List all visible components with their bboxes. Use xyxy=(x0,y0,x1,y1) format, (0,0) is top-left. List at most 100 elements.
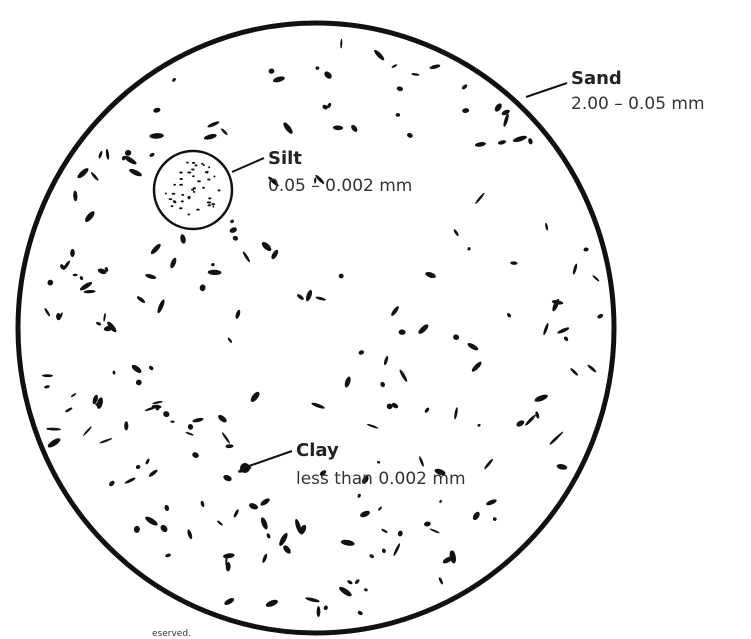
sand-speck xyxy=(557,327,570,334)
silt-dot xyxy=(191,168,195,171)
sand-speck xyxy=(361,475,369,484)
sand-speck xyxy=(77,168,89,179)
sand-speck xyxy=(108,480,115,487)
sand-speck xyxy=(47,438,61,448)
sand-speck xyxy=(199,284,206,292)
silt-dot xyxy=(202,164,205,166)
sand-speck xyxy=(429,64,441,70)
sand-speck xyxy=(131,364,142,373)
sand-speck xyxy=(233,509,239,518)
sand-speck xyxy=(124,155,137,165)
sand-speck xyxy=(424,407,430,413)
sand-speck xyxy=(315,174,325,184)
sand-speck xyxy=(44,385,50,389)
silt-dot xyxy=(170,205,174,208)
sand-speck xyxy=(261,241,272,252)
silt-dot xyxy=(181,193,185,196)
sand-speck xyxy=(221,128,228,135)
sand-speck xyxy=(157,299,165,314)
sand-speck xyxy=(311,402,325,409)
sand-speck xyxy=(268,176,279,187)
sand-speck xyxy=(133,525,140,533)
sand-speck xyxy=(419,456,424,467)
silt-dot xyxy=(164,192,167,195)
sand-speck xyxy=(230,219,235,224)
sand-speck xyxy=(103,312,106,322)
sand-speck xyxy=(472,511,480,521)
silt-dot xyxy=(179,183,184,186)
sand-speck xyxy=(218,414,227,423)
sand-speck xyxy=(283,122,293,134)
sand-speck xyxy=(418,324,429,334)
silt-dot xyxy=(180,200,184,203)
sand-speck xyxy=(187,529,193,540)
sand-speck xyxy=(442,556,453,564)
sand-speck xyxy=(354,579,360,584)
sand-speck xyxy=(503,113,509,127)
sand-size: 2.00 – 0.05 mm xyxy=(571,94,705,114)
sand-speck xyxy=(107,321,117,333)
sand-speck xyxy=(563,336,569,342)
sand-speck xyxy=(516,420,525,427)
sand-speck xyxy=(545,222,549,231)
sand-speck xyxy=(185,431,194,436)
sand-speck xyxy=(223,474,232,482)
sand-speck xyxy=(391,402,399,409)
silt-dot xyxy=(193,190,196,193)
sand-grain-specks xyxy=(41,38,604,618)
sand-speck xyxy=(299,524,307,535)
sand-speck xyxy=(332,125,344,131)
sand-speck xyxy=(121,156,126,161)
sand-speck xyxy=(471,361,482,372)
silt-dot xyxy=(211,203,216,206)
sand-speck xyxy=(47,279,54,286)
sand-speck xyxy=(424,521,431,527)
sand-speck xyxy=(551,300,564,305)
sand-speck xyxy=(62,260,71,271)
silt-dot xyxy=(168,198,173,201)
silt-dot xyxy=(187,171,192,174)
silt-dot xyxy=(194,164,198,167)
silt-size: 0.05 – 0.002 mm xyxy=(268,176,412,196)
sand-speck xyxy=(73,190,78,202)
sand-speck xyxy=(163,411,170,418)
silt-dot xyxy=(208,197,212,200)
sand-speck xyxy=(381,528,388,534)
sand-speck xyxy=(85,211,95,222)
sand-speck xyxy=(164,504,170,512)
sand-speck xyxy=(407,132,413,138)
sand-speck xyxy=(135,379,142,386)
sand-speck xyxy=(79,281,93,291)
silt-dot xyxy=(208,201,212,204)
sand-speck xyxy=(83,426,92,436)
sand-speck xyxy=(144,406,157,412)
sand-speck xyxy=(207,269,222,276)
sand-speck xyxy=(391,306,399,317)
sand-speck xyxy=(528,138,533,145)
silt-dot xyxy=(213,175,216,178)
silt-dot xyxy=(208,166,211,169)
sand-speck xyxy=(268,68,275,74)
silt-dot xyxy=(188,195,191,198)
sand-speck xyxy=(153,107,161,113)
sand-speck xyxy=(305,289,313,302)
sand-speck xyxy=(192,452,199,458)
sand-speck xyxy=(592,275,600,282)
sand-speck xyxy=(453,334,460,340)
sand-speck xyxy=(250,391,260,403)
sand-speck xyxy=(358,350,365,355)
sand-speck xyxy=(145,516,158,526)
sand-speck xyxy=(315,66,320,70)
sand-speck xyxy=(374,49,385,61)
sand-speck xyxy=(249,503,258,510)
sand-speck xyxy=(148,365,154,371)
sand-speck xyxy=(429,528,440,534)
sand-speck xyxy=(165,553,171,558)
sand-speck xyxy=(99,438,113,444)
sand-speck xyxy=(65,407,73,413)
sand-speck xyxy=(136,296,146,303)
sand-speck xyxy=(378,506,382,511)
sand-speck xyxy=(475,192,485,204)
sand-speck xyxy=(357,610,363,616)
sand-speck xyxy=(149,152,155,157)
